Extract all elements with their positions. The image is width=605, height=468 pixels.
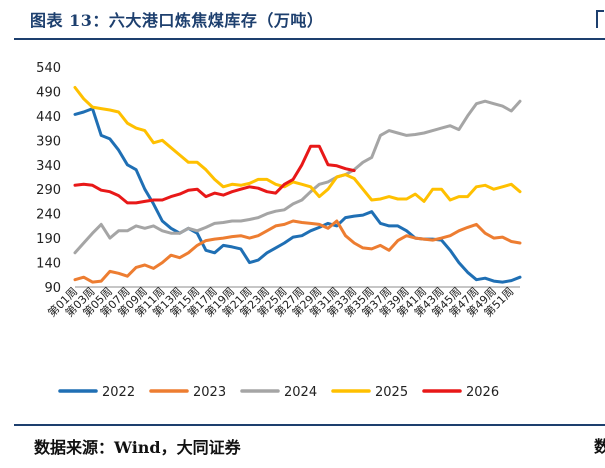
line-chart: 90 140 190 240 290 340 390 440 490 540 第01周第03周第0…: [36, 61, 522, 400]
y-tick-label: 240: [36, 208, 61, 223]
chart-header: 图表 13：六大港口炼焦煤库存（万吨）: [0, 0, 605, 40]
series-layer: [73, 86, 522, 284]
legend: 2022 2023 2024 2025 2026: [58, 385, 499, 400]
y-axis: 90 140 190 240 290 340 390 440 490 540: [36, 61, 61, 296]
series-line-2026: [73, 144, 356, 205]
y-tick-label: 340: [36, 159, 61, 174]
legend-label-2024: 2024: [284, 385, 317, 400]
y-tick-label: 490: [36, 85, 61, 100]
y-tick-label: 540: [36, 61, 61, 76]
legend-label-2023: 2023: [193, 385, 226, 400]
chart-title: 图表 13：六大港口炼焦煤库存（万吨）: [30, 11, 324, 30]
y-tick-label: 140: [36, 257, 61, 272]
y-tick-label: 440: [36, 110, 61, 125]
legend-label-2022: 2022: [102, 385, 135, 400]
x-axis: 第01周第03周第05周第07周第09周第11周第13周第15周第17周第19周…: [45, 284, 520, 320]
legend-label-2026: 2026: [466, 385, 499, 400]
header-edge-mark: [596, 10, 604, 28]
source-note: 数据来源：Wind，大同证券: [34, 438, 241, 457]
series-line-2023: [73, 219, 522, 284]
header-rule: [14, 38, 605, 40]
y-tick-label: 90: [44, 281, 61, 296]
footer-edge-glyph: 数: [594, 437, 605, 455]
series-line-2024: [73, 99, 522, 255]
y-tick-label: 390: [36, 134, 61, 149]
series-line-2025: [73, 86, 522, 203]
y-tick-label: 190: [36, 232, 61, 247]
legend-label-2025: 2025: [375, 385, 408, 400]
footer-rule: [14, 424, 605, 426]
series-line-2022: [73, 107, 522, 284]
y-tick-label: 290: [36, 183, 61, 198]
